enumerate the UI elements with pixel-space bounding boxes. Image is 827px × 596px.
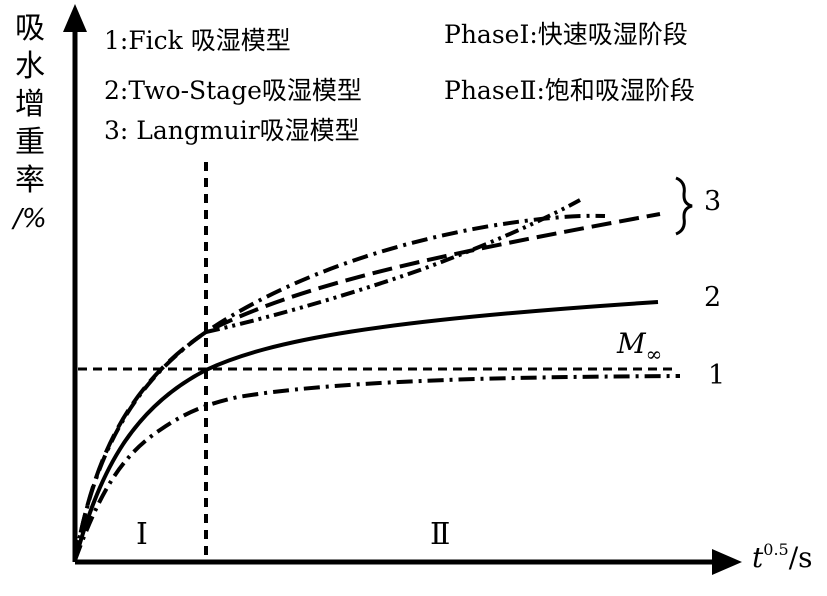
region-2-label: Ⅱ [430, 517, 451, 552]
y-label-char: 率 [15, 163, 45, 198]
curve-3-brace [675, 176, 693, 236]
y-label-char: 重 [15, 125, 45, 160]
phase-1-description: PhaseⅠ:快速吸湿阶段 [444, 20, 688, 49]
curve-label-2: 2 [704, 282, 722, 313]
region-1-label: Ⅰ [136, 517, 148, 552]
saturation-symbol: M [617, 327, 646, 360]
curve-label-3: 3 [704, 186, 722, 217]
x-axis-arrow [712, 549, 742, 575]
x-label-exponent: 0.5 [763, 540, 789, 559]
saturation-label: M∞ [617, 327, 663, 366]
curve-1-fick [73, 374, 681, 561]
curve-2-two-stage [73, 300, 659, 561]
y-label-char: 水 [15, 49, 45, 84]
y-label-char: 增 [15, 87, 45, 122]
curve-label-1: 1 [708, 360, 726, 391]
legend-item-3: 3: Langmuir吸湿模型 [104, 116, 360, 145]
curve-3-langmuir-dashdotdot [205, 198, 581, 334]
legend-item-1: 1:Fick 吸湿模型 [104, 26, 291, 55]
saturation-subscript: ∞ [645, 342, 663, 366]
y-axis-arrow [63, 4, 87, 32]
phase-2-description: PhaseⅡ:饱和吸湿阶段 [444, 76, 695, 105]
y-label-unit: /% [13, 204, 47, 234]
curve-3-langmuir-dashdot [73, 213, 606, 561]
x-axis-label: t0.5/s [752, 542, 813, 572]
x-label-unit: /s [788, 541, 813, 574]
curve-3-langmuir-dashed [73, 212, 661, 561]
y-label-char: 吸 [15, 11, 45, 46]
legend-item-2: 2:Two-Stage吸湿模型 [104, 76, 362, 105]
y-axis-label: 吸 水 增 重 率 /% [8, 10, 52, 238]
x-label-variable: t [752, 541, 764, 574]
